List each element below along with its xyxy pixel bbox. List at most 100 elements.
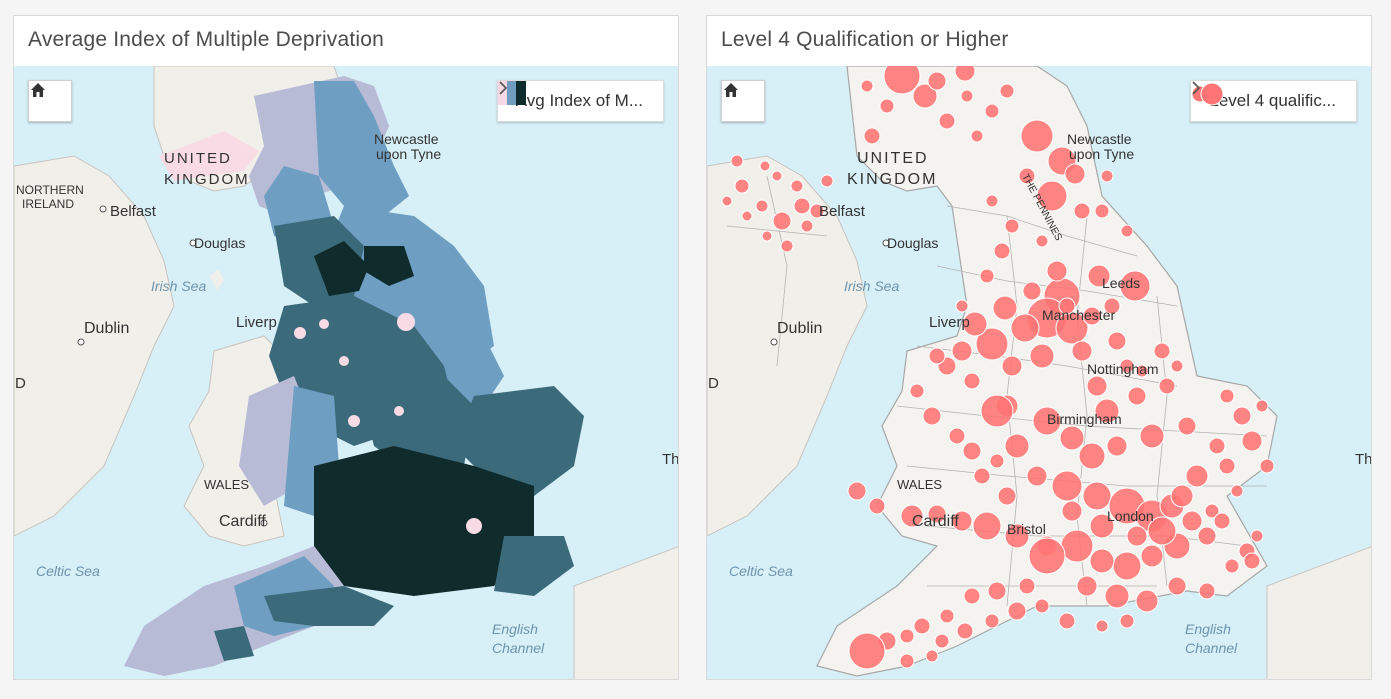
qualification-symbol[interactable]: [1147, 516, 1177, 546]
qualification-symbol[interactable]: [1106, 435, 1128, 457]
qualification-symbol[interactable]: [1100, 169, 1114, 183]
qualification-symbol[interactable]: [1208, 437, 1226, 455]
qualification-symbol[interactable]: [1259, 458, 1275, 474]
qualification-symbol[interactable]: [879, 98, 895, 114]
qualification-symbol[interactable]: [1059, 425, 1085, 451]
qualification-symbol[interactable]: [1167, 576, 1187, 596]
qualification-symbol[interactable]: [999, 83, 1015, 99]
qualification-symbol[interactable]: [1034, 598, 1050, 614]
qualification-symbol[interactable]: [771, 170, 783, 182]
qualification-symbol[interactable]: [863, 127, 881, 145]
qualification-symbol[interactable]: [1094, 203, 1110, 219]
qualification-symbol[interactable]: [973, 467, 991, 485]
qualification-symbol[interactable]: [772, 211, 792, 231]
qualification-symbol[interactable]: [927, 504, 947, 524]
qualification-symbol[interactable]: [960, 89, 974, 103]
qualification-symbol[interactable]: [963, 372, 981, 390]
qualification-symbol[interactable]: [1051, 470, 1083, 502]
qualification-symbol[interactable]: [934, 633, 950, 649]
qualification-symbol[interactable]: [730, 154, 744, 168]
qualification-symbol[interactable]: [899, 653, 915, 669]
qualification-symbol[interactable]: [1140, 544, 1164, 568]
qualification-symbol[interactable]: [1018, 167, 1036, 185]
qualification-symbol[interactable]: [1058, 612, 1076, 630]
qualification-symbol[interactable]: [1170, 359, 1184, 373]
qualification-map[interactable]: Irish Sea Celtic Sea English Channel New…: [707, 66, 1371, 679]
qualification-symbol[interactable]: [1058, 297, 1076, 315]
qualification-symbol[interactable]: [761, 230, 773, 242]
qualification-symbol[interactable]: [1036, 180, 1068, 212]
qualification-symbol[interactable]: [793, 197, 811, 215]
qualification-symbol[interactable]: [1071, 340, 1093, 362]
qualification-symbol[interactable]: [997, 486, 1017, 506]
qualification-symbol[interactable]: [980, 394, 1014, 428]
qualification-symbol[interactable]: [1213, 512, 1231, 530]
qualification-symbol[interactable]: [1095, 619, 1109, 633]
qualification-symbol[interactable]: [1177, 416, 1197, 436]
qualification-symbol[interactable]: [992, 295, 1018, 321]
qualification-symbol[interactable]: [963, 587, 981, 605]
home-button[interactable]: [721, 80, 765, 122]
qualification-symbol[interactable]: [1087, 264, 1111, 288]
qualification-symbol[interactable]: [970, 129, 984, 143]
qualification-symbol[interactable]: [899, 628, 915, 644]
qualification-symbol[interactable]: [868, 497, 886, 515]
qualification-symbol[interactable]: [1230, 484, 1244, 498]
qualification-symbol[interactable]: [759, 160, 771, 172]
legend-button[interactable]: Avg Index of M...: [496, 80, 664, 122]
qualification-symbol[interactable]: [1250, 529, 1264, 543]
qualification-symbol[interactable]: [1029, 343, 1055, 369]
qualification-symbol[interactable]: [1010, 313, 1040, 343]
qualification-symbol[interactable]: [1158, 377, 1176, 395]
qualification-symbol[interactable]: [1224, 558, 1240, 574]
qualification-symbol[interactable]: [1007, 601, 1027, 621]
qualification-symbol[interactable]: [1061, 500, 1083, 522]
qualification-symbol[interactable]: [1001, 355, 1023, 377]
qualification-symbol[interactable]: [1046, 260, 1068, 282]
qualification-symbol[interactable]: [1004, 218, 1020, 234]
qualification-symbol[interactable]: [979, 268, 995, 284]
qualification-symbol[interactable]: [985, 194, 999, 208]
qualification-symbol[interactable]: [790, 179, 804, 193]
qualification-symbol[interactable]: [1078, 442, 1106, 470]
qualification-symbol[interactable]: [1197, 526, 1217, 546]
qualification-symbol[interactable]: [847, 481, 867, 501]
qualification-symbol[interactable]: [939, 608, 955, 624]
qualification-symbol[interactable]: [1104, 583, 1130, 609]
qualification-symbol[interactable]: [984, 613, 1000, 629]
qualification-symbol[interactable]: [1035, 234, 1049, 248]
qualification-symbol[interactable]: [1020, 119, 1054, 153]
qualification-symbol[interactable]: [741, 210, 753, 222]
qualification-symbol[interactable]: [1120, 224, 1134, 238]
qualification-symbol[interactable]: [860, 79, 874, 93]
qualification-symbol[interactable]: [800, 219, 814, 233]
qualification-symbol[interactable]: [1004, 523, 1030, 549]
qualification-symbol[interactable]: [1135, 589, 1159, 613]
qualification-symbol[interactable]: [900, 504, 924, 528]
qualification-symbol[interactable]: [913, 617, 931, 635]
qualification-symbol[interactable]: [1241, 430, 1263, 452]
qualification-symbol[interactable]: [922, 406, 942, 426]
qualification-symbol[interactable]: [951, 340, 973, 362]
qualification-symbol[interactable]: [987, 581, 1007, 601]
qualification-symbol[interactable]: [1086, 375, 1108, 397]
qualification-symbol[interactable]: [962, 441, 982, 461]
qualification-symbol[interactable]: [909, 383, 925, 399]
qualification-symbol[interactable]: [989, 453, 1005, 469]
deprivation-map[interactable]: Irish Sea Celtic Sea English Channel New…: [14, 66, 678, 679]
qualification-symbol[interactable]: [1026, 465, 1048, 487]
qualification-symbol[interactable]: [962, 311, 988, 337]
qualification-symbol[interactable]: [928, 347, 946, 365]
qualification-symbol[interactable]: [1119, 270, 1151, 302]
qualification-symbol[interactable]: [1112, 551, 1142, 581]
qualification-symbol[interactable]: [984, 103, 1000, 119]
qualification-symbol[interactable]: [1198, 582, 1216, 600]
qualification-symbol[interactable]: [912, 83, 938, 109]
qualification-symbol[interactable]: [1219, 388, 1235, 404]
qualification-symbol[interactable]: [1255, 399, 1269, 413]
qualification-symbol[interactable]: [780, 239, 794, 253]
qualification-symbol[interactable]: [1107, 331, 1127, 351]
qualification-symbol[interactable]: [1218, 457, 1236, 475]
qualification-symbol[interactable]: [955, 299, 969, 313]
qualification-symbol[interactable]: [1126, 525, 1148, 547]
